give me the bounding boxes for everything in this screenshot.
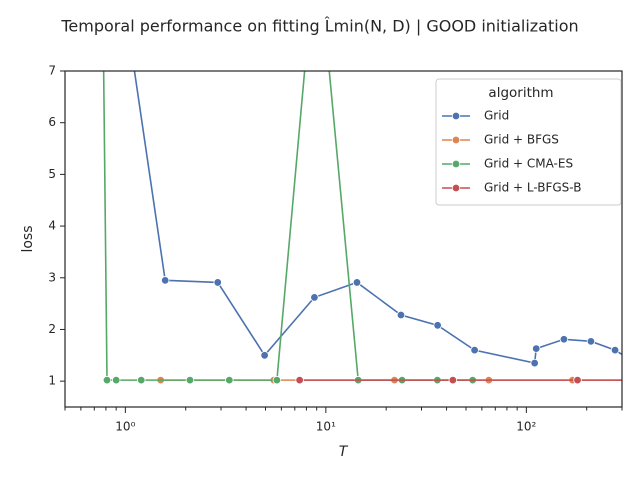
data-point: [102, 375, 112, 385]
data-point: [352, 278, 362, 287]
legend-label: Grid + BFGS: [484, 133, 559, 147]
data-point: [122, 5, 130, 13]
y-tick-label: 7: [48, 64, 56, 78]
legend-box: [435, 78, 622, 206]
data-point: [225, 375, 234, 385]
data-point: [396, 310, 406, 320]
data-point: [624, 354, 632, 362]
data-point: [530, 358, 539, 368]
data-point: [111, 375, 121, 385]
series-line: [102, 71, 473, 381]
legend-marker: [451, 159, 461, 169]
legend-title: algorithm: [488, 85, 553, 101]
data-point: [137, 375, 146, 385]
data-point: [532, 344, 541, 353]
data-point: [559, 335, 569, 344]
legend-marker: [451, 183, 461, 193]
data-point: [213, 278, 222, 287]
y-tick-label: 6: [48, 115, 56, 129]
data-point: [624, 376, 632, 384]
axes-frame: [64, 70, 623, 408]
data-point: [448, 375, 458, 385]
data-point: [260, 351, 269, 360]
data-point: [573, 375, 582, 385]
data-point: [310, 293, 319, 302]
y-tick-label: 3: [48, 270, 56, 284]
data-point: [470, 345, 479, 355]
legend-label: Grid + CMA-ES: [484, 157, 573, 171]
data-point: [185, 375, 195, 385]
x-tick-label: 10⁰: [115, 420, 135, 434]
x-axis-label: T: [339, 444, 349, 460]
data-point: [272, 375, 282, 385]
y-axis-label: loss: [20, 225, 36, 252]
legend-marker: [451, 135, 461, 145]
data-point: [586, 337, 596, 346]
y-tick-label: 4: [48, 219, 56, 233]
legend-label: Grid: [484, 109, 509, 123]
data-point: [433, 321, 442, 330]
data-point: [295, 375, 304, 385]
legend-marker: [451, 111, 461, 121]
plot-area: [102, 5, 632, 385]
x-tick-label: 10¹: [316, 420, 336, 434]
legend-label: Grid + L-BFGS-B: [484, 181, 581, 195]
data-point: [610, 345, 620, 355]
y-tick-label: 1: [48, 374, 56, 388]
x-tick-label: 10²: [516, 420, 536, 434]
y-tick-label: 5: [48, 167, 56, 181]
chart-title: Temporal performance on fitting L̂min(N,…: [60, 17, 578, 36]
data-point: [160, 276, 170, 285]
y-tick-label: 2: [48, 322, 56, 336]
data-point: [624, 376, 632, 384]
